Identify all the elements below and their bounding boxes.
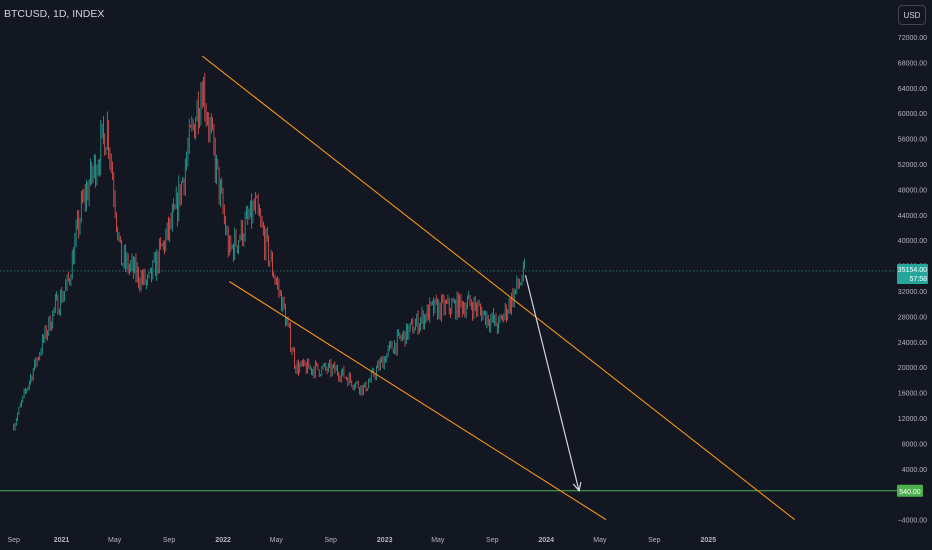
x-tick-label: May bbox=[431, 537, 445, 544]
y-tick-label: 20000.00 bbox=[898, 365, 927, 372]
y-tick-label: 60000.00 bbox=[898, 111, 927, 118]
x-tick-label: Sep bbox=[486, 537, 499, 544]
y-tick-label: 28000.00 bbox=[898, 314, 927, 321]
y-tick-label: 64000.00 bbox=[898, 86, 927, 93]
currency-button[interactable]: USD bbox=[898, 5, 926, 25]
x-tick-label: 2024 bbox=[539, 537, 555, 544]
projection-arrow-shaft bbox=[524, 274, 580, 491]
x-tick-label: May bbox=[593, 537, 607, 544]
lower-trendline bbox=[229, 281, 607, 521]
x-tick-label: 2023 bbox=[377, 537, 393, 544]
y-tick-label: 68000.00 bbox=[898, 60, 927, 67]
countdown-label: 57:58 bbox=[909, 276, 927, 283]
y-tick-label: 72000.00 bbox=[898, 35, 927, 42]
y-tick-label: 24000.00 bbox=[898, 340, 927, 347]
projection-arrow-head bbox=[572, 481, 582, 493]
y-tick-label: 40000.00 bbox=[898, 238, 927, 245]
x-tick-label: May bbox=[108, 537, 122, 544]
current-price-tag bbox=[897, 263, 928, 284]
x-tick-label: May bbox=[270, 537, 284, 544]
symbol-title: BTCUSD, 1D, INDEX bbox=[4, 8, 105, 20]
y-tick-label: 16000.00 bbox=[898, 391, 927, 398]
y-tick-label: −4000.00 bbox=[898, 518, 927, 525]
x-tick-label: Sep bbox=[163, 537, 176, 544]
y-tick-label: 32000.00 bbox=[898, 289, 927, 296]
y-tick-label: 8000.00 bbox=[902, 441, 927, 448]
x-tick-label: Sep bbox=[324, 537, 337, 544]
x-tick-label: 2021 bbox=[54, 537, 70, 544]
upper-trendline bbox=[201, 55, 795, 521]
x-tick-label: 2022 bbox=[215, 537, 231, 544]
x-tick-label: Sep bbox=[648, 537, 661, 544]
y-tick-label: 52000.00 bbox=[898, 162, 927, 169]
y-tick-label: 12000.00 bbox=[898, 416, 927, 423]
y-tick-label: 44000.00 bbox=[898, 213, 927, 220]
support-label: 540.00 bbox=[899, 489, 921, 496]
x-tick-label: 2025 bbox=[701, 537, 717, 544]
candles bbox=[13, 72, 526, 431]
support-tag bbox=[897, 484, 923, 497]
current-price-label: 35154.00 bbox=[898, 267, 927, 274]
y-tick-label: 4000.00 bbox=[902, 467, 927, 474]
y-tick-label: 56000.00 bbox=[898, 137, 927, 144]
y-tick-label: 48000.00 bbox=[898, 187, 927, 194]
x-tick-label: Sep bbox=[7, 537, 20, 544]
